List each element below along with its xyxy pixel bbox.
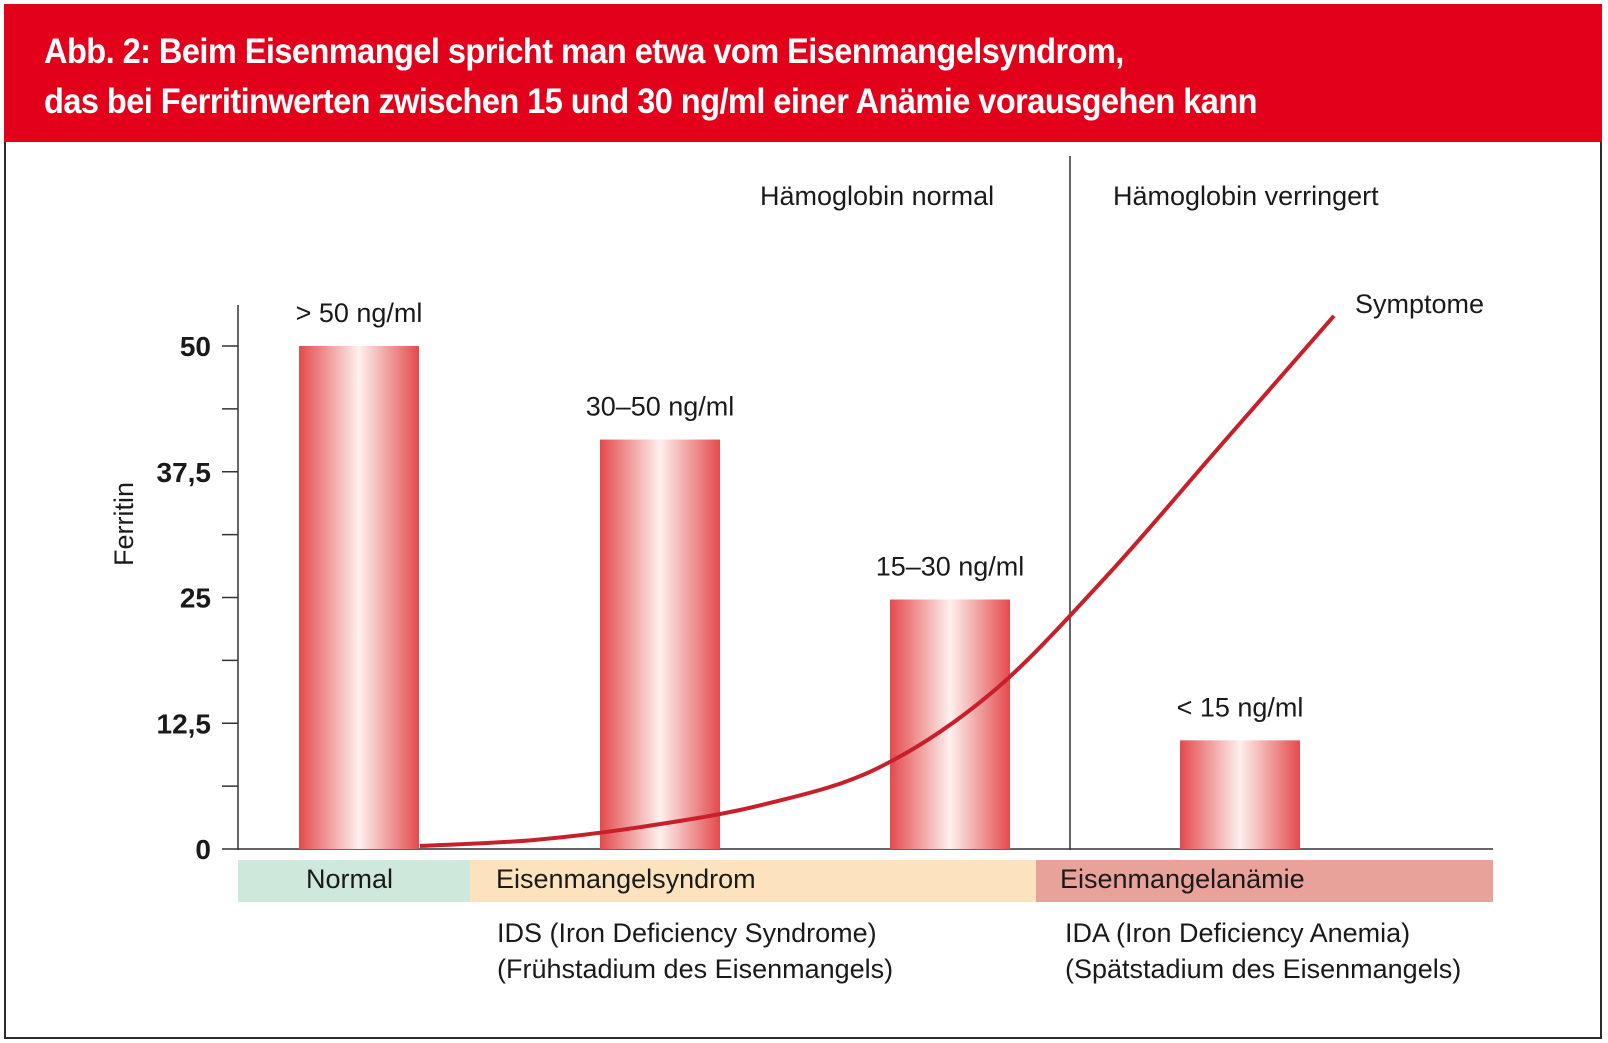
stage-label-normal: Normal	[306, 864, 393, 894]
y-tick-label: 12,5	[157, 708, 212, 739]
bar	[299, 346, 419, 849]
bar-label: 15–30 ng/ml	[876, 552, 1025, 582]
title-banner: Abb. 2: Beim Eisenmangel spricht man etw…	[4, 4, 1602, 142]
region-label-normal: Hämoglobin normal	[760, 181, 994, 211]
bar-label: < 15 ng/ml	[1177, 692, 1304, 722]
stage-label-eisenmangelsyndrom: Eisenmangelsyndrom	[496, 864, 756, 894]
bar	[1180, 740, 1300, 849]
ids-note-line-1: IDS (Iron Deficiency Syndrome)	[497, 918, 877, 948]
symptom-curve	[419, 314, 1336, 848]
bar	[600, 439, 720, 849]
y-tick-label: 0	[195, 834, 211, 865]
y-axis-label: Ferritin	[109, 482, 139, 566]
ids-note-line-2: (Frühstadium des Eisenmangels)	[497, 954, 893, 984]
ida-note-line-1: IDA (Iron Deficiency Anemia)	[1065, 918, 1410, 948]
bar-label: 30–50 ng/ml	[586, 392, 735, 422]
curve-label: Symptome	[1355, 289, 1484, 319]
y-tick-label: 25	[180, 583, 211, 614]
stage-band-eisenmangelsyndrom	[470, 860, 1036, 902]
title-line-1: Abb. 2: Beim Eisenmangel spricht man etw…	[44, 32, 1124, 71]
y-tick-label: 37,5	[157, 457, 212, 488]
region-label-reduced: Hämoglobin verringert	[1113, 181, 1379, 211]
y-tick-label: 50	[180, 331, 211, 362]
stage-label-eisenmangelanaemie: Eisenmangelanämie	[1060, 864, 1305, 894]
stage-band-normal	[238, 860, 470, 902]
bar-label: > 50 ng/ml	[296, 298, 423, 328]
ida-note-line-2: (Spätstadium des Eisenmangels)	[1065, 954, 1461, 984]
title-line-2: das bei Ferritinwerten zwischen 15 und 3…	[44, 82, 1258, 121]
stage-band-eisenmangelanaemie	[1036, 860, 1493, 902]
